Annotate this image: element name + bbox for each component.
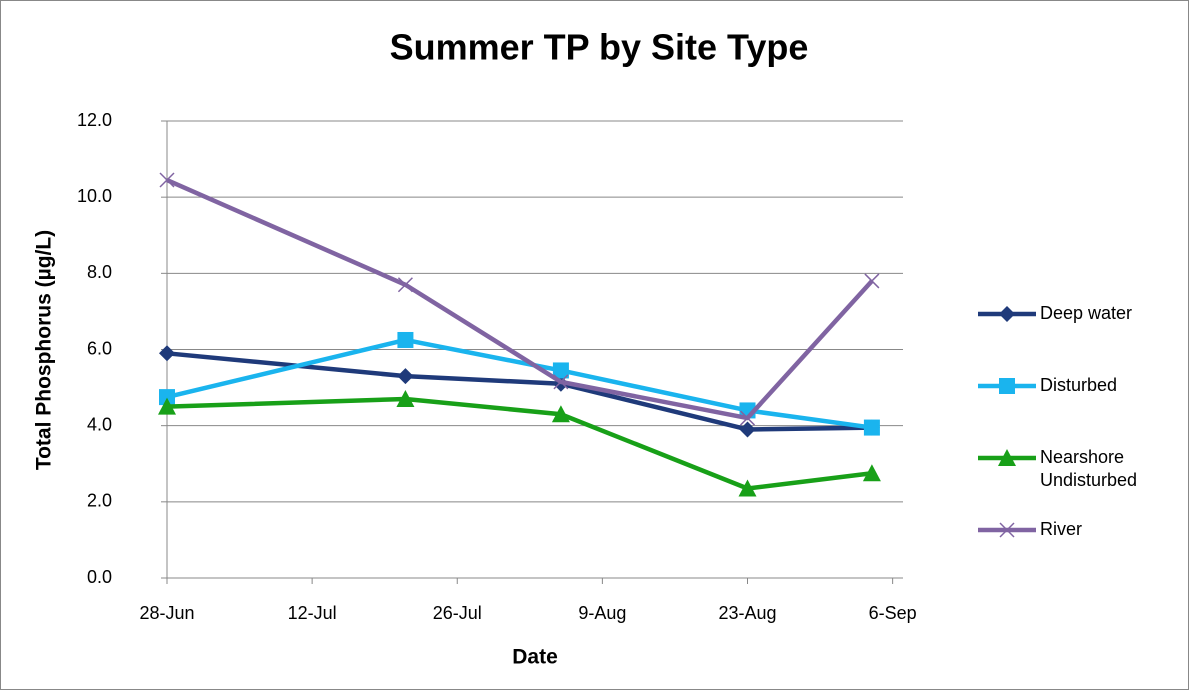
marker: [999, 522, 1015, 538]
y-tick-label: 0.0: [87, 567, 112, 587]
legend-label-line: Nearshore: [1040, 447, 1124, 467]
y-tick-label: 4.0: [87, 414, 112, 434]
marker: [551, 405, 570, 423]
y-tick-label: 8.0: [87, 262, 112, 282]
legend-item: Nearshore Undisturbed: [978, 447, 1137, 490]
marker: [998, 449, 1016, 466]
marker: [159, 389, 175, 406]
x-tick-label: 28-Jun: [139, 603, 194, 623]
marker: [862, 464, 881, 482]
legend-label: Deep water: [1040, 303, 1132, 323]
marker: [396, 390, 415, 408]
marker: [159, 172, 175, 188]
y-tick-label: 12.0: [77, 110, 112, 130]
x-axis-title: Date: [512, 646, 558, 669]
marker: [864, 273, 880, 289]
marker: [159, 345, 175, 362]
legend-label-line: Undisturbed: [1040, 470, 1137, 490]
marker: [397, 368, 414, 385]
legend-item: Disturbed: [978, 375, 1117, 395]
marker: [553, 374, 569, 390]
marker: [739, 421, 756, 438]
legend-item: Deep water: [978, 303, 1132, 323]
marker: [999, 306, 1015, 322]
legend-label: Disturbed: [1040, 375, 1117, 395]
y-tick-label: 6.0: [87, 338, 112, 358]
x-tick-label: 26-Jul: [433, 603, 482, 623]
y-tick-label: 2.0: [87, 491, 112, 511]
legend-label: River: [1040, 519, 1082, 539]
marker: [738, 479, 757, 497]
legend-label: Nearshore Undisturbed: [1040, 447, 1137, 490]
y-tick-label: 10.0: [77, 186, 112, 206]
marker: [552, 362, 569, 379]
x-tick-label: 6-Sep: [869, 603, 917, 623]
x-tick-label: 9-Aug: [578, 603, 626, 623]
marker: [397, 277, 413, 293]
marker: [863, 419, 880, 436]
x-tick-label: 23-Aug: [718, 603, 776, 623]
marker: [999, 378, 1015, 394]
marker: [739, 410, 756, 426]
marker: [397, 331, 414, 348]
x-tick-label: 12-Jul: [288, 603, 337, 623]
marker: [158, 397, 176, 415]
y-axis-title: Total Phosphorus (µg/L): [33, 230, 56, 470]
chart-title: Summer TP by Site Type: [390, 27, 809, 68]
legend-item: River: [978, 519, 1082, 539]
